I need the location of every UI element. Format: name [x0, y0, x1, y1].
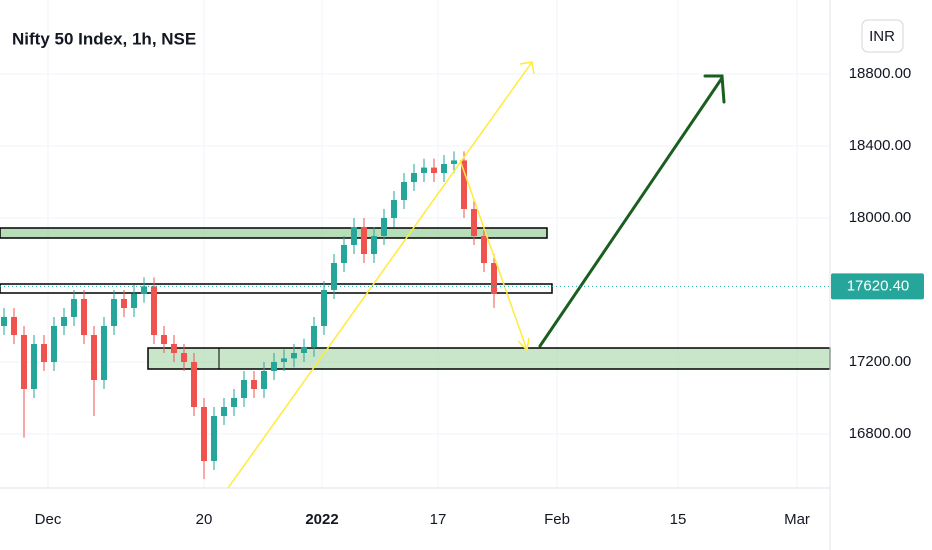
x-tick-label: Feb — [544, 511, 570, 528]
candle-body — [411, 172, 417, 182]
candle-body — [121, 298, 127, 308]
candle-body — [281, 358, 287, 362]
arrow — [227, 61, 533, 489]
y-tick-label: 18800.00 — [849, 65, 912, 82]
candle-body — [1, 316, 7, 326]
candle-body — [491, 262, 497, 294]
candle-body — [41, 343, 47, 362]
candle-body — [301, 347, 307, 353]
candle-body — [331, 262, 337, 290]
candle-body — [111, 298, 117, 326]
candle-body — [11, 316, 17, 335]
x-tick-label: 15 — [670, 511, 687, 528]
x-tick-label: 17 — [430, 511, 447, 528]
candle-body — [91, 334, 97, 380]
target-arrow — [538, 74, 726, 348]
zone — [0, 227, 548, 239]
arrow-head — [519, 61, 535, 75]
arrow — [459, 159, 528, 351]
candle-body — [471, 208, 477, 236]
candle-body — [421, 167, 427, 173]
candle-body — [391, 199, 397, 218]
last-price-label: 17620.40 — [847, 277, 910, 294]
candle-body — [201, 406, 207, 461]
candle-body — [171, 343, 177, 353]
candle-body — [181, 352, 187, 362]
candle-body — [61, 316, 67, 326]
currency-label[interactable]: INR — [869, 28, 895, 45]
zone — [147, 347, 831, 370]
candle-body — [71, 298, 77, 317]
candle-body — [261, 370, 267, 389]
x-tick-label: 2022 — [305, 511, 338, 528]
candle-body — [441, 163, 447, 173]
chart-title: Nifty 50 Index, 1h, NSE — [12, 29, 196, 48]
grid — [0, 0, 830, 488]
candle-body — [371, 235, 377, 254]
arrow-head — [703, 74, 726, 104]
candle-body — [381, 217, 387, 236]
candle-body — [481, 235, 487, 263]
axes: Dec 20 2022 17 Feb 15 Mar 16800.00 17200.00 18000… — [0, 65, 924, 528]
candle-body — [51, 325, 57, 362]
candle-body — [271, 361, 277, 371]
zone — [0, 283, 553, 294]
candle-body — [211, 415, 217, 461]
candle-body — [461, 160, 467, 209]
candle-body — [291, 352, 297, 359]
candle-body — [101, 325, 107, 380]
candle-body — [361, 226, 367, 254]
candle-body — [151, 286, 157, 335]
candle-body — [321, 289, 327, 326]
candle-body — [231, 397, 237, 407]
candle-body — [131, 293, 137, 308]
candle-body — [31, 343, 37, 389]
candle-body — [401, 181, 407, 200]
last-price-box — [831, 273, 924, 300]
candle-body — [161, 334, 167, 344]
x-tick-label: Dec — [35, 511, 62, 528]
x-tick-label: Mar — [784, 511, 810, 528]
candle-body — [241, 379, 247, 398]
y-tick-label: 17200.00 — [849, 353, 912, 370]
candle-body — [21, 334, 27, 389]
candles — [1, 151, 497, 479]
candle-body — [141, 286, 147, 294]
arrow — [538, 76, 724, 348]
y-tick-label: 18400.00 — [849, 137, 912, 154]
candle-body — [191, 361, 197, 407]
y-tick-label: 16800.00 — [849, 425, 912, 442]
trend-arrows — [227, 61, 535, 489]
candle-body — [81, 298, 87, 335]
arrow-head — [517, 337, 530, 352]
currency-button[interactable] — [861, 19, 904, 53]
candle-body — [311, 325, 317, 348]
candle-body — [451, 160, 457, 164]
candle-body — [221, 406, 227, 416]
y-tick-label: 18000.00 — [849, 209, 912, 226]
candle-body — [431, 167, 437, 173]
candle-body — [251, 379, 257, 389]
candle-body — [341, 244, 347, 263]
candle-body — [351, 226, 357, 245]
x-tick-label: 20 — [196, 511, 213, 528]
